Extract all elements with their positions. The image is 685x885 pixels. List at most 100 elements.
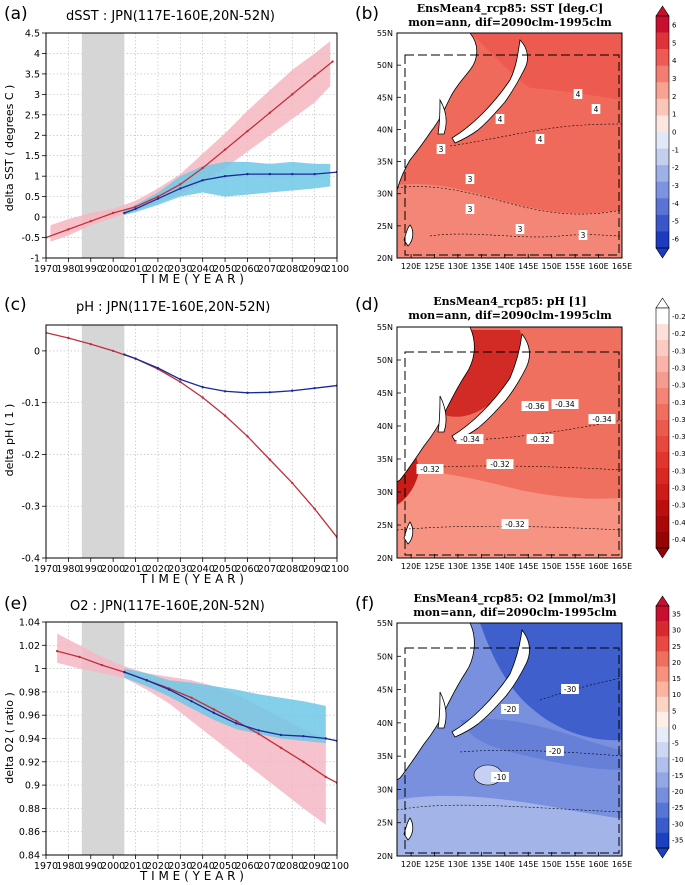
x-tick-label: 2100	[325, 264, 349, 275]
panel-f-contour-labels: -20 -30 -20 -10	[491, 684, 579, 782]
series-line-rcp85	[57, 650, 337, 784]
x-tick-label: 2040	[191, 564, 215, 575]
lat-label: 45N	[377, 93, 393, 102]
lon-label: 125E	[424, 562, 444, 571]
colorbar-label: -10	[672, 756, 683, 764]
lon-label: 130E	[448, 562, 468, 571]
panel-b-korea	[437, 98, 447, 135]
x-tick-label: 2010	[123, 564, 147, 575]
contour-label: -0.34	[460, 435, 480, 444]
lon-label: 160E	[588, 860, 608, 869]
colorbar-label: -0.38	[672, 485, 685, 493]
lon-label: 120E	[401, 262, 421, 271]
x-tick-label: 1980	[56, 861, 80, 872]
map-frame	[396, 326, 623, 559]
data-point-obs-based	[123, 211, 126, 215]
colorbar-segment	[656, 681, 669, 698]
panel-a-lines	[46, 60, 337, 239]
panel-b-north-band	[470, 33, 622, 100]
x-tick-label: 1970	[34, 564, 58, 575]
colorbar-label: 30	[672, 627, 681, 635]
panel-c-baseline-period	[81, 325, 125, 558]
panel-b-title-line1: EnsMean4_rcp85: SST [deg.C]	[417, 2, 603, 16]
x-tick-label: 2070	[258, 564, 282, 575]
x-tick-label: 2080	[280, 861, 304, 872]
panel-a-xlabel: T I M E ( Y E A R )	[139, 272, 244, 286]
panel-d-land	[397, 327, 475, 483]
contour-label: -0.32	[505, 520, 525, 529]
y-tick-label: 1.02	[19, 641, 40, 652]
x-tick-label: 1980	[56, 564, 80, 575]
colorbar-bottom-arrow	[655, 847, 670, 859]
data-point-rcp85	[246, 435, 249, 438]
map-frame	[396, 32, 623, 259]
panel-f-land	[397, 623, 475, 781]
data-point-rcp85	[201, 396, 204, 399]
contour-label: 4	[538, 135, 543, 144]
panel-d-contour-3	[397, 525, 622, 531]
colorbar-label: -1	[672, 146, 679, 154]
colorbar-segment	[656, 452, 669, 469]
lon-label: 125E	[424, 860, 444, 869]
data-point-rcp85	[223, 414, 227, 417]
data-point-obs-based	[179, 378, 182, 381]
colorbar-segment	[656, 484, 669, 501]
colorbar-segment	[656, 165, 669, 183]
x-tick-label: 2050	[213, 564, 237, 575]
colorbar-segment	[656, 420, 669, 437]
data-point-obs-based	[324, 737, 328, 740]
lon-label: 155E	[565, 262, 585, 271]
lat-label: 25N	[377, 819, 393, 828]
panel-f-northern-deep	[480, 623, 622, 741]
colorbar-segment	[656, 388, 669, 405]
colorbar-label: -0.31	[672, 365, 685, 373]
colorbar-segment	[656, 651, 669, 667]
colorbar-label: 3	[672, 75, 676, 83]
data-point-rcp85	[235, 719, 238, 723]
x-tick-label: 1970	[34, 861, 58, 872]
contour-label-bg	[495, 114, 505, 124]
panel-d-label: (d)	[355, 295, 379, 315]
x-tick-label: 2100	[325, 861, 349, 872]
colorbar-frame	[655, 15, 670, 249]
x-tick-label: 2080	[280, 264, 304, 275]
panel-c-title: pH : JPN(117E-160E,20N-52N)	[76, 300, 270, 315]
contour-label-bg	[465, 204, 475, 214]
data-point-obs-based	[223, 390, 227, 393]
contour-label: -0.36	[525, 402, 545, 411]
colorbar-label: 2	[672, 93, 676, 101]
data-point-rcp85	[324, 775, 328, 779]
colorbar-label: -0.39	[672, 502, 685, 510]
panel-f-taiwan	[403, 817, 414, 841]
y-tick-label: 4	[34, 49, 40, 60]
panel-d-contour-labels: -0.36 -0.34 -0.32 -0.34 -0.34 -0.32 -0.32 -0.32	[416, 399, 616, 529]
panel-f-title-line2: mon=ann, dif=2090clm-1995clm	[413, 606, 617, 619]
data-point-obs-based	[201, 179, 204, 182]
panel-f-korea	[437, 691, 447, 729]
contour-label: 3	[518, 225, 523, 234]
panel-d-ph-map: (d) EnsMean4_rcp85: pH [1] mon=ann, dif=…	[355, 295, 685, 571]
data-point-obs-based	[291, 389, 294, 392]
colorbar-label: -0.3	[672, 347, 685, 355]
y-tick-label: 0	[34, 346, 40, 357]
panel-e-o2-timeseries: (e) O2 : JPN(117E-160E,20N-52N) 19701980…	[3, 594, 349, 883]
panel-f-colorbar: 35 30 25 20 15 10 5 0 -5 -10 -15 -20 -25 -30 -35	[655, 595, 683, 859]
data-point-obs-based	[291, 172, 294, 176]
lon-label: 135E	[471, 262, 491, 271]
contour-label: -0.32	[530, 435, 550, 444]
data-point-rcp85	[89, 219, 92, 223]
contour-label-bg	[546, 746, 564, 756]
panel-a-bands	[50, 41, 331, 242]
panel-d-korea	[437, 395, 447, 433]
lat-label: 45N	[377, 686, 393, 695]
panel-c-ticks: 1970198019902000201020202030204020502060…	[21, 346, 349, 575]
data-point-obs-based	[179, 187, 182, 190]
contour-label-bg	[436, 144, 446, 154]
data-point-obs-based	[268, 172, 272, 176]
data-point-rcp85	[313, 507, 316, 511]
y-tick-label: -1	[31, 254, 40, 265]
colorbar-segment	[656, 802, 669, 819]
x-tick-label: 2090	[303, 564, 327, 575]
data-point-obs-based	[134, 207, 137, 211]
contour-label: 3	[468, 175, 473, 184]
